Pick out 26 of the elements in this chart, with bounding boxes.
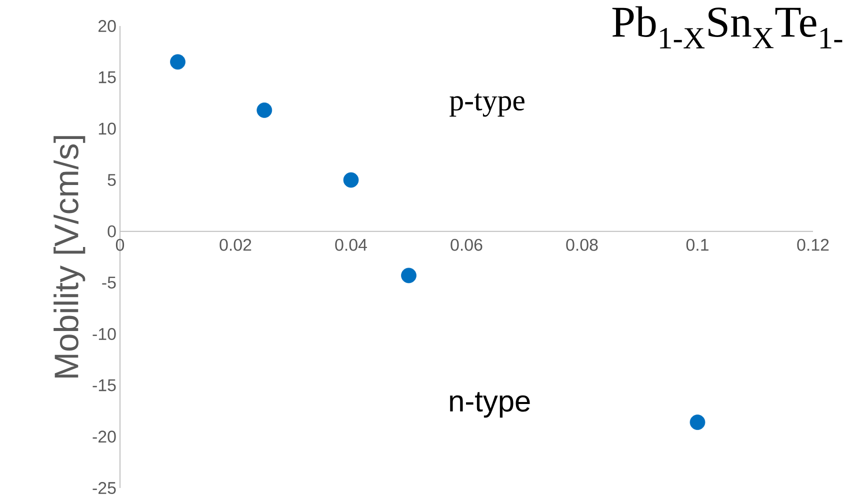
x-tick-label: 0 bbox=[116, 238, 124, 251]
y-tick-label: -10 bbox=[92, 328, 116, 340]
y-tick-label: -15 bbox=[92, 379, 116, 392]
x-tick-label: 0.04 bbox=[335, 238, 367, 251]
y-tick-label: -20 bbox=[92, 430, 116, 443]
x-tick-label: 0.12 bbox=[797, 238, 829, 251]
y-tick-label: -5 bbox=[102, 276, 116, 289]
x-tick-label: 0.02 bbox=[220, 238, 252, 251]
x-tick-label: 0.08 bbox=[566, 238, 598, 251]
point bbox=[690, 414, 706, 430]
y-tick-label: 0 bbox=[108, 225, 116, 238]
y-tick-label: 15 bbox=[98, 71, 116, 84]
annotation: p-type bbox=[450, 93, 524, 117]
point bbox=[256, 102, 272, 118]
y-axis-title: Mobility [V/cm/s] bbox=[54, 136, 86, 378]
chart-title: Pb$_{1-X}$Sn$_{X}$Te$_{1-}$ bbox=[612, 6, 842, 48]
x-tick-label: 0.06 bbox=[450, 238, 482, 251]
x-tick-label: 0.1 bbox=[686, 238, 708, 251]
point bbox=[170, 54, 186, 70]
y-tick-label: 20 bbox=[98, 20, 116, 32]
point bbox=[343, 172, 359, 188]
point bbox=[401, 268, 416, 284]
y-tick-label: -25 bbox=[92, 482, 116, 494]
y-tick-label: 10 bbox=[98, 122, 116, 135]
y-tick-label: 5 bbox=[108, 174, 116, 186]
annotation: n-type bbox=[450, 392, 530, 418]
